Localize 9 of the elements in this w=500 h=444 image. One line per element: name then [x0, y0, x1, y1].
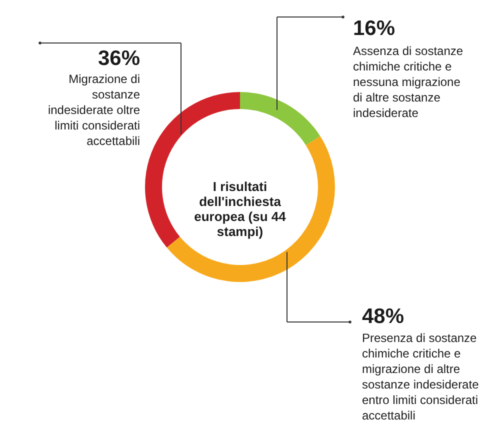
slice-label: Migrazione di sostanze indesiderate oltre limiti considerati accettabili: [48, 72, 140, 148]
donut-slice: [166, 136, 335, 282]
data-label: 48%: [362, 305, 404, 328]
data-label: 16%: [353, 17, 396, 40]
slice-label: Presenza di sostanze chimiche critiche e migrazione di altre sostanze indesiderate entro limiti considerati accettabili: [362, 331, 480, 422]
data-label: 36%: [98, 47, 140, 70]
text: I risultati dell'inchiesta europea (su 44 stampi): [194, 179, 287, 239]
slice-label: Assenza di sostanze chimiche critiche e nessuna migrazione di altre sostanze indesiderate: [353, 44, 464, 120]
donut-slice: [240, 92, 320, 146]
